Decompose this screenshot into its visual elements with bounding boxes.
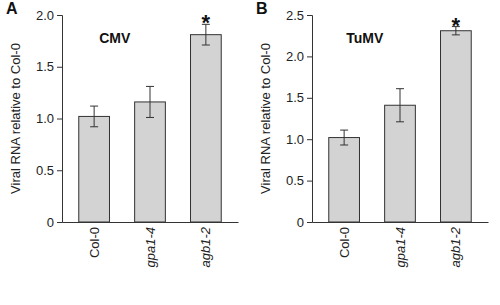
error-bar-line	[396, 88, 404, 89]
error-bar-line	[400, 89, 401, 122]
error-bar	[340, 130, 348, 145]
plot-area	[329, 27, 471, 222]
y-tick: 1.0	[286, 132, 312, 147]
x-tick-label: agb1-2	[448, 226, 463, 267]
x-tick-label: Col-0	[337, 227, 352, 258]
y-axis: 0 0.5 1.0 1.5 2.0	[36, 8, 63, 230]
figure: 0 0.5 1.0 1.5 2.0 Col-0 gpa1-4 agb1-2 Viral RNA …	[0, 0, 500, 305]
y-tick-mark	[307, 15, 312, 16]
error-bar-line	[150, 86, 151, 117]
x-tick-label: agb1-2	[198, 226, 213, 267]
y-tick-label: 1.5	[286, 90, 304, 105]
y-tick-label: 0	[297, 215, 304, 230]
y-tick: 1.5	[286, 90, 312, 105]
y-tick-label: 0.5	[286, 173, 304, 188]
error-bar-line	[90, 106, 98, 107]
bar	[385, 105, 416, 222]
x-tick: agb1-2	[448, 222, 463, 267]
panel-label: A	[6, 0, 18, 17]
x-tick-label: Col-0	[87, 227, 102, 258]
bar	[441, 31, 472, 222]
y-tick-mark	[57, 15, 62, 16]
y-tick-label: 0	[47, 215, 54, 230]
bar	[191, 35, 222, 222]
y-tick-label: 2.0	[36, 8, 54, 23]
x-axis: Col-0 gpa1-4 agb1-2	[63, 222, 239, 267]
y-tick-label: 0.5	[36, 163, 54, 178]
y-axis-title: Viral RNA relative to Col-0	[258, 43, 273, 194]
y-axis-line	[307, 16, 313, 223]
x-axis: Col-0 gpa1-4 agb1-2	[313, 222, 489, 267]
significance-marker: *	[202, 10, 211, 35]
y-axis: 0 0.5 1.0 1.5 2.0 2.5	[286, 8, 313, 230]
x-tick-label: gpa1-4	[393, 227, 408, 267]
x-tick: gpa1-4	[143, 222, 158, 267]
significance-marker: *	[452, 13, 461, 38]
error-bar-line	[90, 126, 98, 127]
x-tick: gpa1-4	[393, 222, 408, 267]
chart-title: CMV	[99, 30, 131, 46]
y-tick: 1.5	[36, 59, 62, 74]
y-tick-mark	[57, 222, 62, 223]
panel-label: B	[256, 0, 268, 17]
y-axis-line	[57, 16, 63, 223]
y-tick-label: 1.0	[286, 132, 304, 147]
error-bar-line	[344, 130, 345, 145]
y-tick-label: 1.5	[36, 59, 54, 74]
bar	[79, 116, 110, 222]
error-bar-line	[340, 144, 348, 145]
x-axis-line	[313, 222, 489, 223]
y-tick: 1.0	[36, 111, 62, 126]
y-tick: 2.0	[286, 49, 312, 64]
y-tick-mark	[307, 56, 312, 57]
x-axis-line	[63, 222, 239, 223]
error-bar-line	[94, 106, 95, 127]
bar	[135, 102, 166, 222]
error-bar-line	[202, 45, 210, 46]
y-tick-mark	[307, 98, 312, 99]
error-bar	[396, 89, 404, 122]
y-tick: 0.5	[36, 163, 62, 178]
error-bar	[146, 86, 154, 117]
y-tick-mark	[307, 139, 312, 140]
x-tick: agb1-2	[198, 222, 213, 267]
y-tick-label: 2.0	[286, 49, 304, 64]
x-tick: Col-0	[337, 222, 352, 258]
panel: 0 0.5 1.0 1.5 2.0 Col-0 gpa1-4 agb1-2 Viral RNA …	[6, 0, 239, 267]
y-tick: 2.0	[36, 8, 62, 23]
error-bar-line	[146, 86, 154, 87]
bar	[329, 138, 360, 222]
x-tick: Col-0	[87, 222, 102, 258]
y-tick-mark	[57, 119, 62, 120]
y-tick-mark	[307, 181, 312, 182]
error-bar	[90, 106, 98, 127]
y-tick-mark	[57, 67, 62, 68]
error-bar-line	[396, 121, 404, 122]
plot-area	[79, 24, 221, 222]
y-tick: 0	[47, 215, 62, 230]
y-tick-mark	[307, 222, 312, 223]
y-tick-label: 1.0	[36, 111, 54, 126]
y-tick: 2.5	[286, 8, 312, 23]
y-tick-label: 2.5	[286, 8, 304, 23]
panel: 0 0.5 1.0 1.5 2.0 2.5 Col-0 gpa1-4 agb1-2 Viral R…	[256, 0, 489, 267]
error-bar-line	[146, 117, 154, 118]
y-tick-mark	[57, 170, 62, 171]
chart-title: TuMV	[346, 30, 384, 46]
y-axis-title: Viral RNA relative to Col-0	[8, 43, 23, 194]
y-tick: 0.5	[286, 173, 312, 188]
x-tick-label: gpa1-4	[143, 227, 158, 267]
y-tick: 0	[297, 215, 312, 230]
error-bar-line	[340, 130, 348, 131]
